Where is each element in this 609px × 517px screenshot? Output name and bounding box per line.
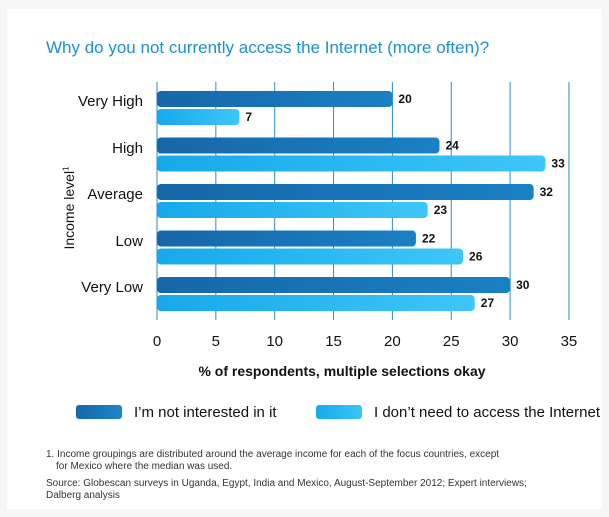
data-label-2-very-high: 7 (245, 110, 252, 124)
x-tick-label-25: 25 (443, 333, 460, 350)
source-note: Source: Globescan surveys in Uganda, Egy… (46, 478, 527, 502)
x-tick-label-15: 15 (325, 333, 342, 350)
data-label-1-low: 22 (422, 232, 436, 246)
y-category-label-high: High (112, 139, 143, 157)
data-label-2-high: 33 (551, 157, 565, 171)
legend-item-series1: I’m not interested in it (76, 402, 277, 422)
bar-1-average (157, 184, 534, 200)
source-line-2: Dalberg analysis (46, 490, 120, 501)
source-line-1: Source: Globescan surveys in Uganda, Egy… (46, 478, 527, 489)
footnote: 1. Income groupings are distributed arou… (46, 449, 499, 473)
legend-label-series1: I’m not interested in it (134, 403, 277, 421)
footnote-line-2: for Mexico where the median was used. (56, 461, 233, 472)
data-label-1-very-low: 30 (516, 278, 530, 292)
legend-label-series2: I don’t need to access the Internet (374, 403, 600, 421)
data-label-1-high: 24 (445, 139, 459, 153)
x-axis-title: % of respondents, multiple selections ok… (198, 363, 485, 379)
bar-2-very-high (157, 109, 240, 125)
legend-swatch-series1 (76, 405, 122, 419)
data-label-2-average: 23 (434, 203, 448, 217)
x-tick-label-10: 10 (266, 333, 283, 350)
y-category-label-very-low: Very Low (81, 279, 143, 296)
legend-swatch-series2 (316, 405, 362, 419)
bar-2-average (157, 202, 428, 218)
y-category-label-low: Low (115, 232, 143, 250)
x-tick-label-0: 0 (153, 333, 161, 350)
bar-chart: 0 5 10 15 20 25 30 35 % of respondents, multiple… (153, 82, 578, 379)
footnote-line-1: 1. Income groupings are distributed arou… (46, 449, 500, 460)
data-label-1-average: 32 (540, 185, 554, 199)
x-tick-label-35: 35 (561, 333, 578, 350)
x-tick-label-5: 5 (212, 333, 220, 350)
legend-item-series2: I don’t need to access the Internet (316, 402, 600, 422)
y-category-label-average: Average (87, 186, 143, 203)
bar-1-very-high (157, 91, 393, 107)
y-category-label-very-high: Very High (77, 93, 143, 110)
bar-1-high (157, 137, 440, 154)
bar-2-very-low (157, 295, 475, 311)
bar-1-low (157, 230, 416, 247)
chart-title: Why do you not currently access the Inte… (46, 38, 490, 57)
data-label-2-very-low: 27 (481, 296, 495, 310)
bar-2-low (157, 248, 464, 265)
data-label-1-very-high: 20 (398, 92, 412, 106)
x-tick-label-30: 30 (502, 333, 519, 350)
data-label-2-low: 26 (469, 250, 483, 264)
bar-1-very-low (157, 277, 511, 293)
bar-2-high (157, 155, 546, 172)
x-tick-label-20: 20 (384, 333, 401, 350)
